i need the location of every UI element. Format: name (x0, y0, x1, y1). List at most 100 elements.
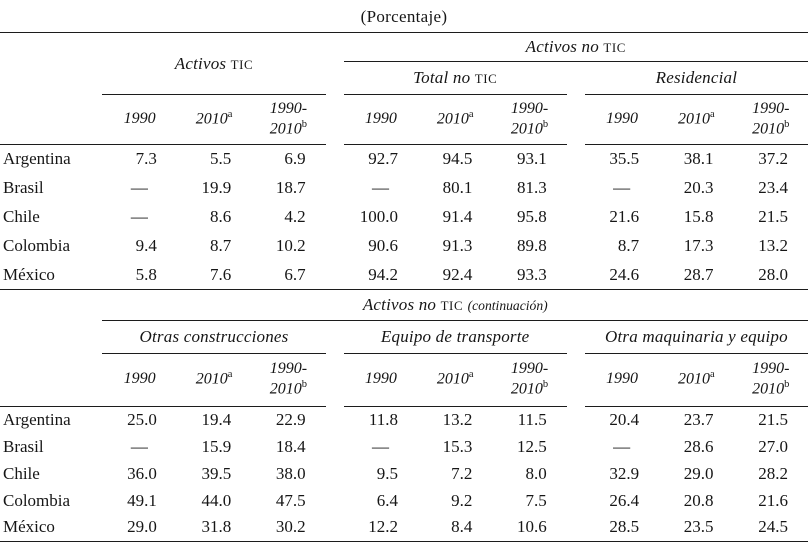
spacer (567, 95, 585, 145)
value-cell: — (130, 207, 148, 226)
spacer (326, 33, 344, 95)
value-cell: 9.4 (135, 236, 157, 255)
value-cell: 25.0 (127, 409, 157, 429)
value-cell: 20.4 (609, 409, 640, 429)
table-bottom-panel: Activos no TIC (continuación) Otras const… (0, 290, 808, 542)
value-cell: 38.1 (683, 149, 714, 169)
value-cell: 18.4 (275, 436, 306, 456)
value-cell: 20.8 (683, 490, 714, 510)
value-cell: — (130, 436, 148, 456)
value-cell: 21.6 (758, 490, 788, 510)
acronym-tic: TIC (603, 40, 626, 55)
value-cell: 15.8 (683, 207, 714, 226)
value-cell: — (130, 178, 148, 197)
value-cell: 9.5 (376, 463, 398, 483)
footnote-marker: a (468, 369, 474, 381)
spacer (567, 433, 585, 460)
spacer (567, 353, 585, 406)
value-cell: 49.1 (127, 490, 157, 510)
value-cell: 21.5 (758, 409, 788, 429)
value-cell: 31.8 (201, 517, 232, 537)
value-cell: 93.1 (516, 149, 547, 169)
country-label: Colombia (3, 236, 71, 255)
value-cell: 7.2 (451, 463, 473, 483)
value-cell: 11.5 (517, 409, 547, 429)
value-cell: 28.2 (758, 463, 788, 483)
subgroup-header: Otras construcciones (102, 320, 326, 354)
value-cell: 11.8 (368, 409, 398, 429)
value-cell: 23.7 (683, 409, 714, 429)
year-header: 1990- 2010b (492, 94, 567, 145)
footnote-marker: a (710, 369, 715, 381)
footnote-marker: b (301, 378, 307, 390)
spacer (567, 487, 585, 514)
value-cell: 5.8 (135, 264, 157, 284)
year-header: 1990- 2010b (251, 353, 326, 407)
value-cell: 5.5 (209, 149, 232, 169)
value-cell: — (372, 178, 390, 197)
subgroup-header: Equipo de transporte (343, 320, 567, 354)
table-row: Brasil — 15.9 18.4 — 15.3 12.5 — 28.6 27.0 (0, 433, 808, 460)
table-row: México 29.0 31.8 30.2 12.2 8.4 10.6 28.5 23.5 24.… (0, 514, 808, 541)
value-cell: 80.1 (442, 178, 473, 197)
value-cell: — (372, 436, 389, 456)
table-row: Argentina 7.3 5.5 6.9 92.7 94.5 93.1 35.5 38.1 37… (0, 145, 808, 174)
table-row: México 5.8 7.6 6.7 94.2 92.4 93.3 24.6 28.7 28.0 (0, 261, 808, 290)
footnote-marker: b (542, 378, 549, 390)
spacer (567, 406, 585, 433)
spacer (326, 203, 344, 232)
table-row: Brasil — 19.9 18.7 — 80.1 81.3 — 20.3 23.4 (0, 174, 808, 203)
value-cell: 30.2 (275, 517, 306, 537)
spacer (326, 487, 344, 514)
value-cell: 8.7 (617, 236, 640, 255)
spacer (326, 320, 344, 353)
table-row: Chile 36.0 39.5 38.0 9.5 7.2 8.0 32.9 29.0 28.2 (0, 460, 808, 487)
year-header: 2010a (659, 353, 734, 407)
year-header: 2010a (176, 94, 252, 145)
subgroup-header: Otra maquinaria y equipo (584, 320, 808, 354)
spacer (326, 174, 344, 203)
value-cell: 28.7 (683, 264, 714, 284)
value-cell: 21.5 (758, 207, 788, 226)
year-header: 1990 (102, 94, 177, 145)
spacer (326, 460, 344, 487)
year-header: 1990 (584, 353, 660, 407)
value-cell: 100.0 (359, 207, 399, 226)
year-header: 1990- 2010b (492, 353, 567, 407)
spacer (326, 514, 344, 541)
value-cell: 38.0 (275, 463, 306, 483)
footnote-marker: b (301, 118, 308, 130)
country-label: México (3, 264, 55, 284)
value-cell: 19.4 (201, 409, 232, 429)
footnote-marker: b (784, 118, 790, 130)
year-header: 1990 (584, 94, 660, 145)
value-cell: 24.5 (758, 517, 788, 537)
value-cell: 12.5 (516, 436, 547, 456)
value-cell: 26.4 (609, 490, 640, 510)
spacer (326, 95, 344, 145)
subgroup-header: Total no TIC (343, 61, 567, 95)
value-cell: 92.7 (368, 149, 399, 169)
value-cell: 6.9 (284, 149, 306, 169)
value-cell: 17.3 (683, 236, 714, 255)
value-cell: 7.5 (525, 490, 547, 510)
value-cell: 23.4 (758, 178, 788, 197)
footnote-marker: b (542, 118, 549, 130)
year-header: 1990 (343, 353, 418, 407)
value-cell: 92.4 (442, 264, 473, 284)
year-header: 2010a (418, 94, 493, 145)
acronym-tic: TIC (440, 297, 464, 313)
value-cell: 6.7 (284, 264, 306, 284)
value-cell: 91.3 (442, 236, 473, 255)
value-cell: 8.4 (451, 517, 473, 537)
value-cell: 10.2 (275, 236, 306, 255)
country-label: Brasil (3, 178, 44, 197)
value-cell: 19.9 (201, 178, 232, 197)
value-cell: 9.2 (451, 490, 473, 510)
year-header: 2010a (176, 353, 252, 407)
spacer (326, 145, 344, 174)
country-label: Argentina (3, 149, 71, 169)
value-cell: 12.2 (368, 517, 398, 537)
value-cell: 21.6 (609, 207, 640, 226)
